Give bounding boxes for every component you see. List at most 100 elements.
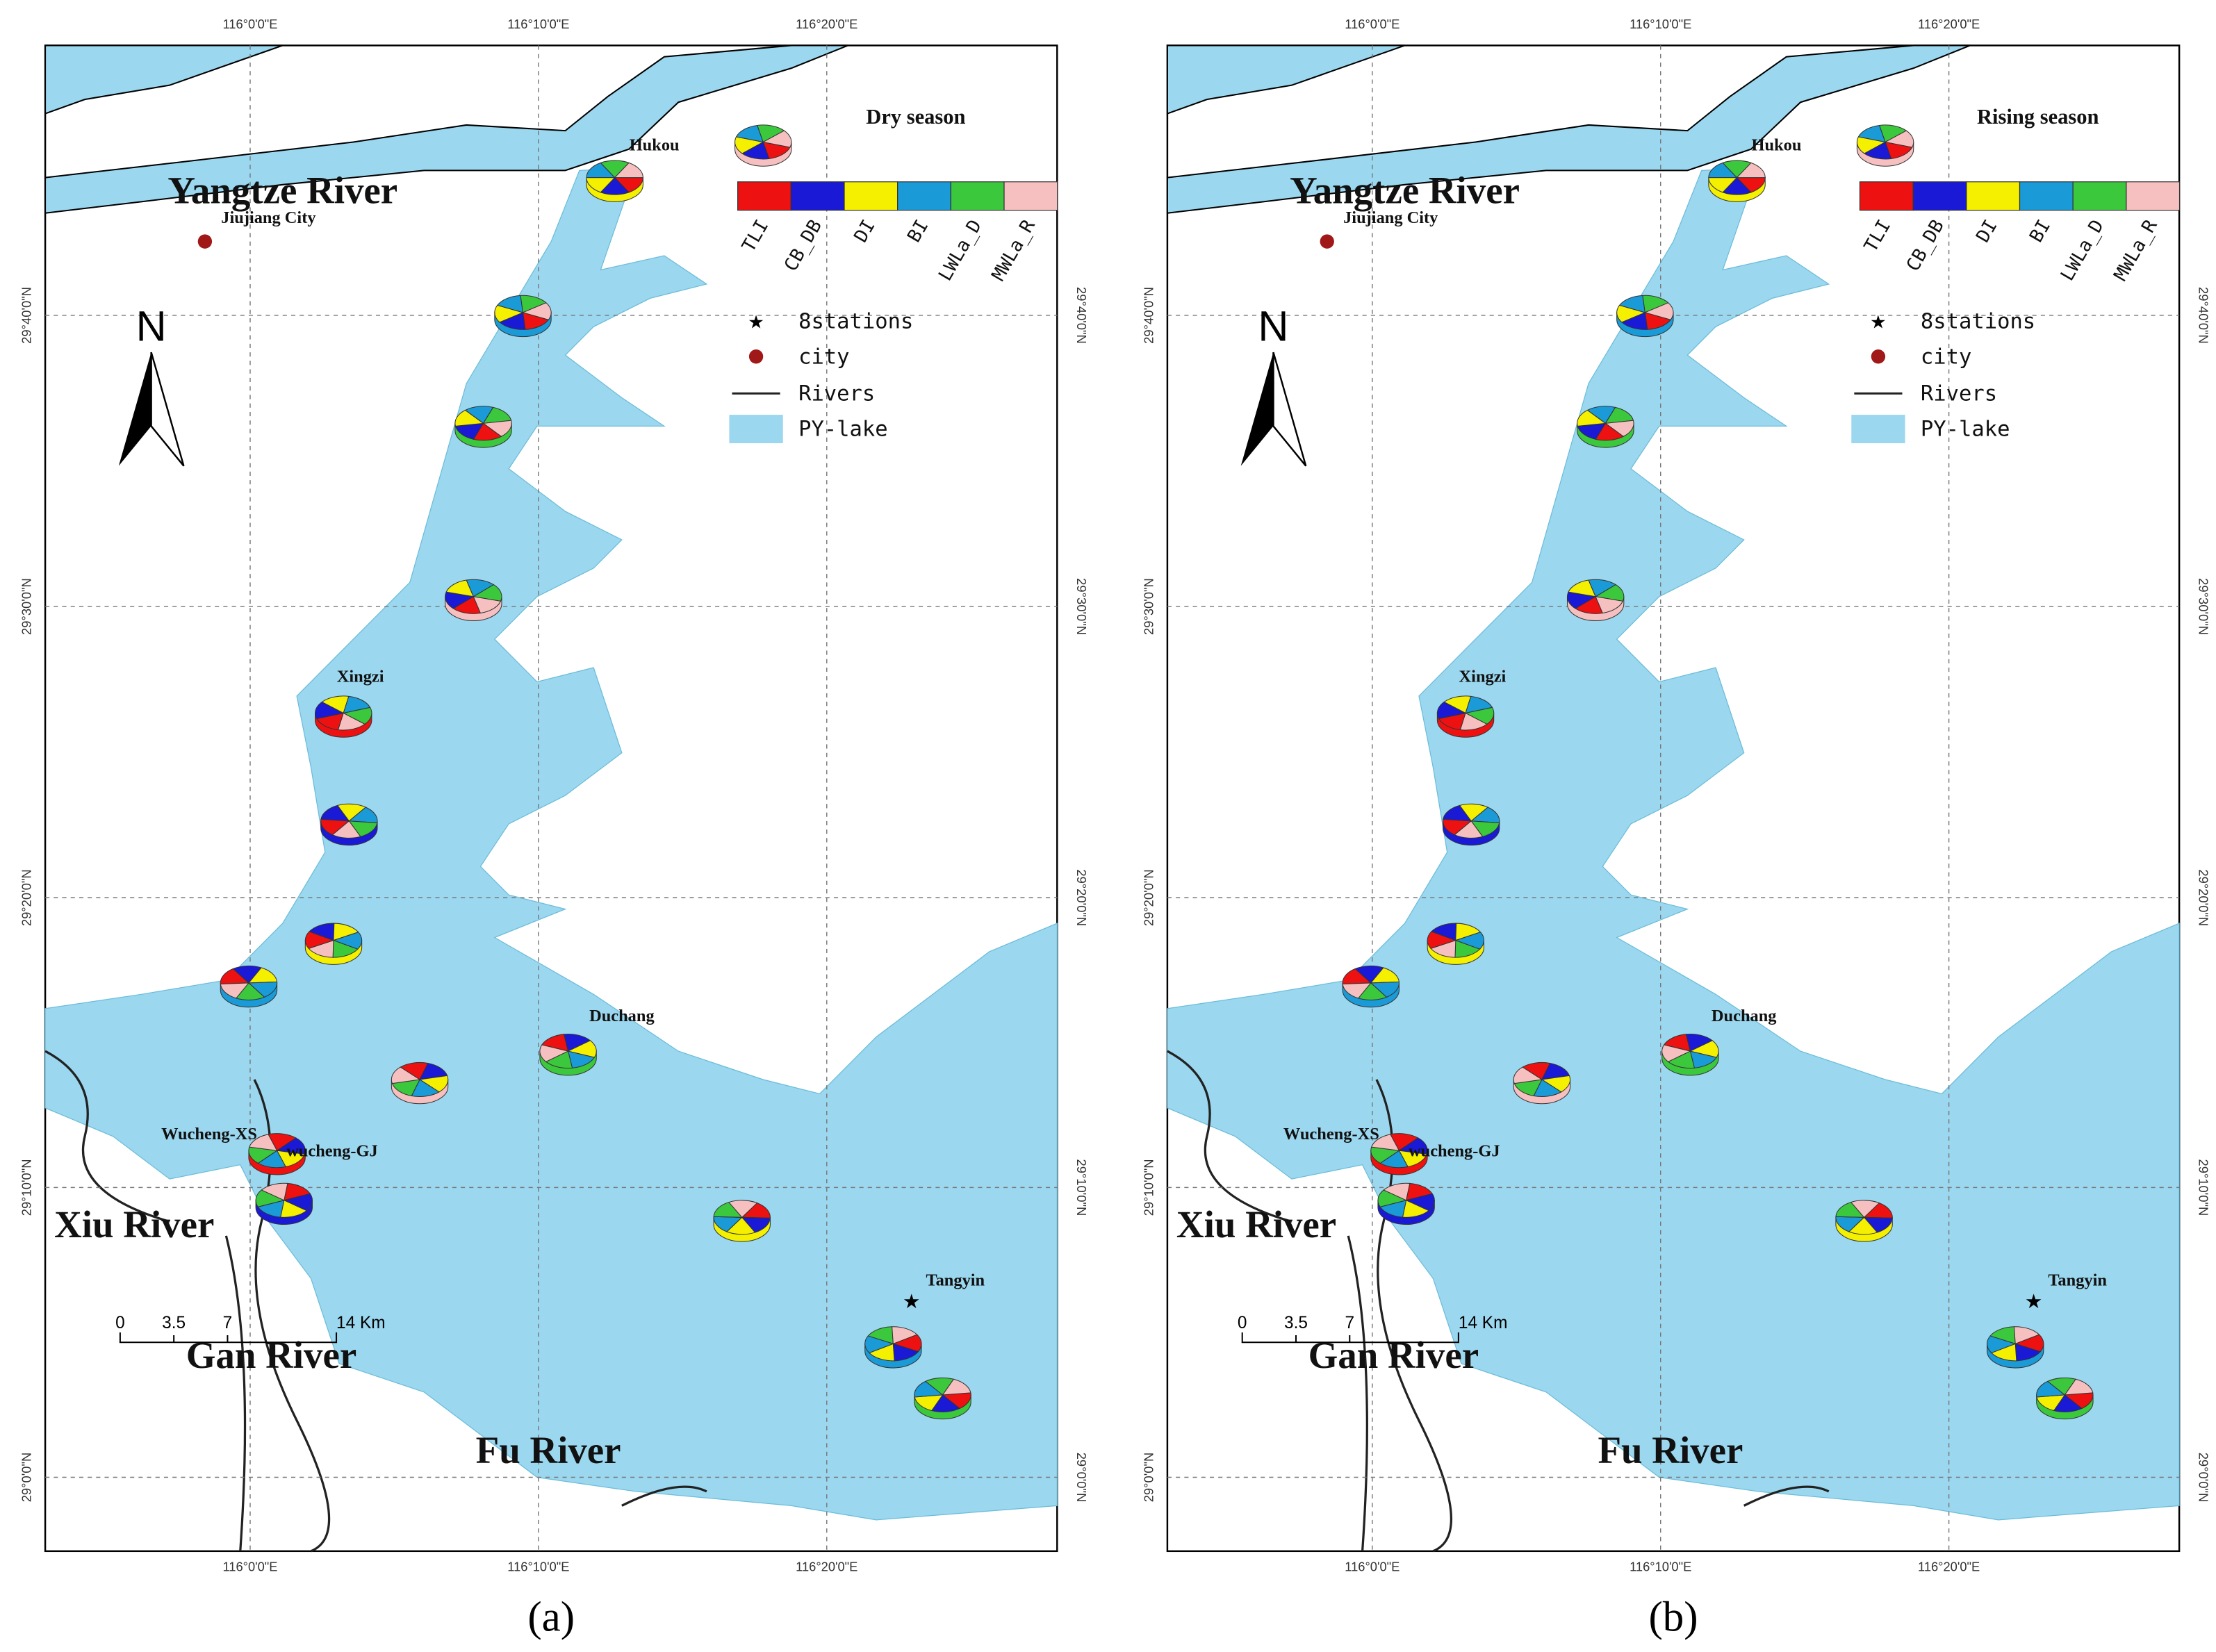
pie-wedge bbox=[1667, 1050, 1696, 1069]
north-label: N bbox=[136, 303, 167, 350]
place-label: Wucheng-XS bbox=[1283, 1125, 1379, 1143]
pie-wedge bbox=[567, 1050, 596, 1068]
legend-label: PY-lake bbox=[798, 418, 888, 442]
longitude-label: 116°10'0"E bbox=[1630, 1559, 1691, 1573]
pie-wedge bbox=[1595, 596, 1624, 614]
pie-wedge bbox=[284, 1182, 311, 1201]
place-label: Xingzi bbox=[1459, 667, 1507, 686]
pie-wedge bbox=[1402, 1200, 1430, 1218]
pie-wedge bbox=[541, 1034, 569, 1052]
pie-wedge bbox=[400, 1062, 429, 1080]
legend-swatch bbox=[1859, 181, 1914, 211]
scale-label: 7 bbox=[223, 1314, 233, 1332]
pie-wedge bbox=[1848, 1216, 1878, 1235]
longitude-label: 116°20'0"E bbox=[1918, 17, 1980, 31]
place-label: Yangtze River bbox=[167, 169, 397, 211]
pie-wedge bbox=[247, 981, 278, 998]
pie-wedge bbox=[257, 1150, 286, 1168]
legend-star: ★ bbox=[748, 311, 764, 332]
pie-wedge bbox=[1586, 406, 1616, 424]
pie-wedge bbox=[1443, 695, 1472, 714]
place-label: Wucheng-XS bbox=[161, 1125, 257, 1143]
pie-wedge bbox=[304, 931, 335, 950]
pie-wedge bbox=[1878, 124, 1907, 143]
legend-swatch bbox=[897, 181, 951, 211]
pie-wedge bbox=[914, 1380, 944, 1398]
north-arrow bbox=[1272, 352, 1307, 467]
place-label: Yangtze River bbox=[1290, 169, 1520, 211]
pie-wedge bbox=[411, 1079, 440, 1097]
pie-wedge bbox=[1689, 1050, 1718, 1068]
pie-wedge bbox=[220, 982, 250, 999]
pie-wedge bbox=[1990, 1343, 2017, 1362]
longitude-label: 116°0'0"E bbox=[1345, 17, 1400, 31]
pie-wedge bbox=[1405, 1182, 1433, 1201]
pie-wedge bbox=[1575, 596, 1604, 614]
pie-wedge bbox=[930, 1394, 961, 1412]
legend-swatch bbox=[2126, 181, 2181, 211]
place-label: Duchang bbox=[589, 1007, 655, 1025]
pie-wedge bbox=[1708, 162, 1738, 179]
pie-wedge bbox=[1464, 707, 1495, 725]
place-label: wucheng-GJ bbox=[1409, 1141, 1500, 1160]
pie-wedge bbox=[320, 804, 350, 822]
place-label: Tangyin bbox=[926, 1271, 985, 1289]
pie-wedge bbox=[280, 1200, 308, 1218]
legend-swatch bbox=[950, 181, 1005, 211]
pie-wedge bbox=[726, 1216, 756, 1235]
pie-wedge bbox=[1588, 579, 1617, 597]
longitude-label: 116°10'0"E bbox=[507, 1559, 569, 1573]
pie-wedge bbox=[614, 162, 643, 179]
pie-wedge bbox=[1522, 1062, 1551, 1080]
place-label: Hukou bbox=[1752, 136, 1802, 155]
season-title: Dry season bbox=[866, 105, 965, 129]
pie-wedge bbox=[257, 1200, 285, 1218]
pie-wedge bbox=[1663, 1034, 1691, 1052]
pie-wedge bbox=[473, 596, 502, 614]
station-star: ★ bbox=[2025, 1291, 2043, 1313]
pie-wedge bbox=[2013, 1326, 2040, 1345]
pie-wedge bbox=[942, 1378, 971, 1396]
longitude-label: 116°10'0"E bbox=[1630, 17, 1691, 31]
north-arrow bbox=[150, 352, 185, 467]
pie-wedge bbox=[1379, 1200, 1407, 1218]
pie-wedge bbox=[1661, 1044, 1691, 1062]
pie-wedge bbox=[1455, 923, 1482, 941]
pie-wedge bbox=[336, 803, 367, 822]
pie-wedge bbox=[232, 965, 262, 984]
pie-wedge bbox=[1568, 579, 1596, 597]
place-label: Jiujiang City bbox=[1343, 208, 1438, 227]
place-label: wucheng-GJ bbox=[286, 1141, 378, 1160]
longitude-label: 116°0'0"E bbox=[222, 1559, 277, 1573]
pie-wedge bbox=[1685, 1034, 1714, 1052]
pie-wedge bbox=[741, 141, 770, 160]
longitude-label: 116°20'0"E bbox=[796, 17, 857, 31]
pie-wedge bbox=[1642, 295, 1669, 313]
pie-wedge bbox=[1454, 820, 1484, 839]
pie-wedge bbox=[321, 695, 350, 714]
pie-wedge bbox=[2036, 1380, 2066, 1398]
latitude-label: 29°40'0"N bbox=[2197, 287, 2211, 344]
place-label: Hukou bbox=[630, 136, 680, 155]
pie-wedge bbox=[1470, 820, 1500, 837]
pie-wedge bbox=[735, 124, 764, 143]
pie-wedge bbox=[316, 712, 344, 731]
pie-wedge bbox=[1459, 712, 1488, 731]
legend-swatch bbox=[844, 181, 898, 211]
pie-wedge bbox=[1513, 1066, 1543, 1084]
pie-wedge bbox=[521, 302, 552, 320]
latitude-label: 29°40'0"N bbox=[19, 287, 34, 344]
pie-wedge bbox=[545, 1050, 573, 1069]
pie-wedge bbox=[331, 820, 361, 839]
pie-wedge bbox=[342, 707, 372, 725]
pie-wedge bbox=[1857, 124, 1886, 143]
latitude-label: 29°10'0"N bbox=[1142, 1159, 1156, 1216]
longitude-label: 116°20'0"E bbox=[796, 1559, 857, 1573]
place-label: Gan River bbox=[186, 1334, 356, 1376]
pie-wedge bbox=[235, 982, 265, 1000]
pie-wedge bbox=[1427, 931, 1457, 950]
legend-city bbox=[1871, 349, 1886, 364]
map-panel: 116°0'0"E 116°0'0"E 116°10'0"E 116°10'0"E 11… bbox=[1142, 17, 2211, 1641]
map-panel: 116°0'0"E 116°0'0"E 116°10'0"E 116°10'0"E 11… bbox=[19, 17, 1089, 1641]
